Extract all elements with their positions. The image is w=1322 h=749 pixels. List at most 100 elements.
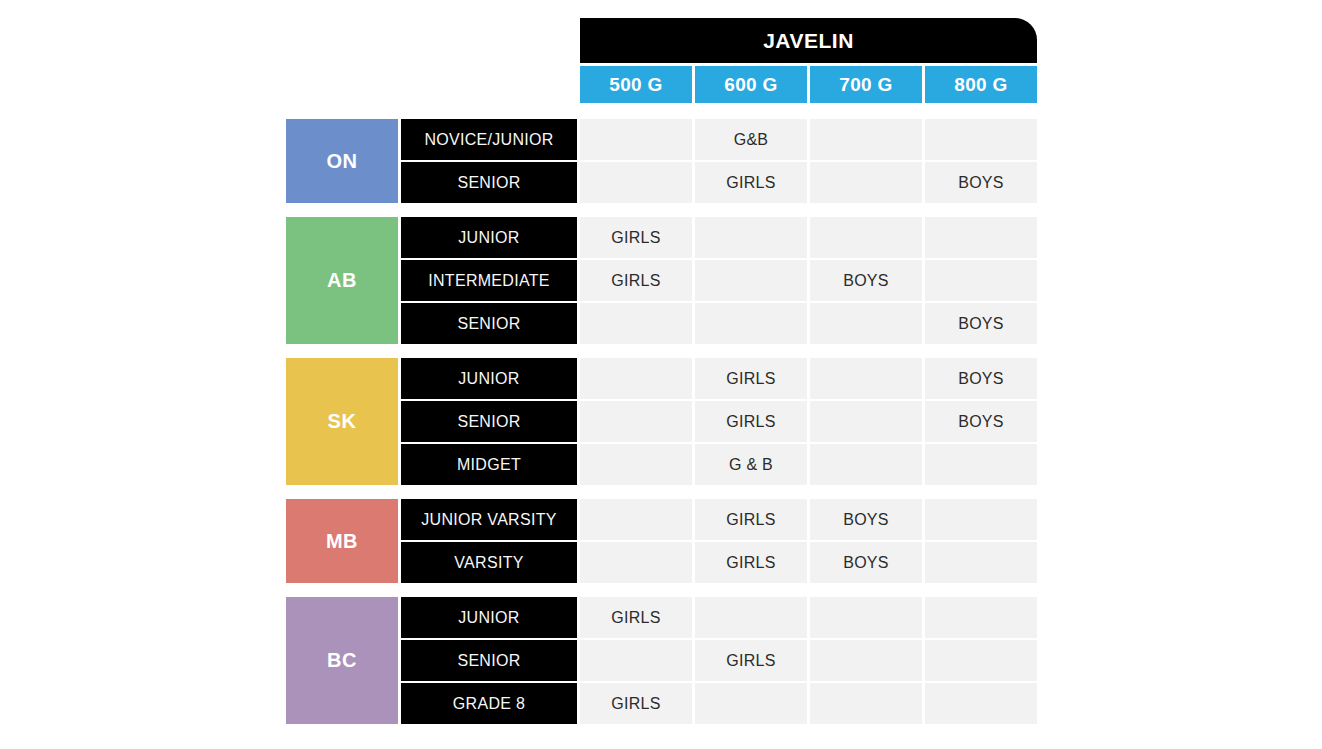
category-label-cell: SENIOR (401, 303, 577, 344)
group-rows: JUNIORGIRLSSENIORGIRLSGRADE 8GIRLS (401, 597, 1037, 724)
table-row: SENIORGIRLSBOYS (401, 401, 1037, 442)
category-label-cell: JUNIOR (401, 217, 577, 258)
group-rows: JUNIOR VARSITY GIRLSBOYS VARSITY GIRLSBOYS (401, 499, 1037, 583)
entry-cell (925, 597, 1037, 638)
entry-cell (695, 217, 807, 258)
entry-cell (925, 119, 1037, 160)
entry-cell (580, 542, 692, 583)
province-block: ON (286, 119, 398, 203)
entry-cell (580, 119, 692, 160)
table-row: SENIOR GIRLS BOYS (401, 162, 1037, 203)
entry-cell: BOYS (810, 499, 922, 540)
group-rows: JUNIORGIRLSBOYSSENIORGIRLSBOYSMIDGETG & … (401, 358, 1037, 485)
entry-cell: BOYS (925, 303, 1037, 344)
entry-cell: GIRLS (580, 260, 692, 301)
table-row: SENIOR BOYS (401, 303, 1037, 344)
entry-cell: G&B (695, 119, 807, 160)
entry-cell: BOYS (925, 358, 1037, 399)
weight-header-row: 500 G600 G700 G800 G (580, 66, 1037, 103)
entry-cell (810, 358, 922, 399)
entry-cell (580, 401, 692, 442)
category-label-cell: SENIOR (401, 162, 577, 203)
entry-cell (810, 401, 922, 442)
entry-cell: BOYS (810, 260, 922, 301)
group-rows: NOVICE/JUNIOR G&B SENIOR GIRLS BOYS (401, 119, 1037, 203)
entry-cell (810, 683, 922, 724)
entry-cell (580, 444, 692, 485)
entry-cell: GIRLS (695, 640, 807, 681)
province-block: SK (286, 358, 398, 485)
entry-cell: BOYS (810, 542, 922, 583)
province-block: MB (286, 499, 398, 583)
entry-cell (925, 499, 1037, 540)
province-group-on: ON NOVICE/JUNIOR G&B SENIOR GIRLS BOYS (286, 119, 1037, 203)
province-group-sk: SKJUNIORGIRLSBOYSSENIORGIRLSBOYSMIDGETG … (286, 358, 1037, 485)
province-group-mb: MB JUNIOR VARSITY GIRLSBOYS VARSITY GIRLSBOY… (286, 499, 1037, 583)
entry-cell (925, 260, 1037, 301)
province-label: MB (326, 530, 358, 553)
table-row: SENIOR GIRLS (401, 640, 1037, 681)
province-block: BC (286, 597, 398, 724)
entry-cell (695, 597, 807, 638)
javelin-specs-infographic: JAVELIN 500 G600 G700 G800 G ON NOVICE/JU… (0, 0, 1322, 749)
table-row: INTERMEDIATEGIRLSBOYS (401, 260, 1037, 301)
entry-cell (580, 640, 692, 681)
javelin-table: JAVELIN 500 G600 G700 G800 G ON NOVICE/JU… (286, 18, 1037, 724)
category-label-cell: NOVICE/JUNIOR (401, 119, 577, 160)
entry-cell (580, 303, 692, 344)
entry-cell (925, 683, 1037, 724)
weight-header-cell: 600 G (695, 66, 807, 103)
province-block: AB (286, 217, 398, 344)
entry-cell: BOYS (925, 162, 1037, 203)
weight-header-cell: 700 G (810, 66, 922, 103)
entry-cell (580, 358, 692, 399)
entry-cell: GIRLS (695, 499, 807, 540)
table-row: JUNIOR VARSITY GIRLSBOYS (401, 499, 1037, 540)
province-label: SK (328, 410, 357, 433)
table-row: VARSITY GIRLSBOYS (401, 542, 1037, 583)
table-title-label: JAVELIN (763, 29, 854, 53)
entry-cell: GIRLS (695, 401, 807, 442)
province-label: ON (327, 150, 358, 173)
entry-cell: GIRLS (580, 597, 692, 638)
entry-cell (925, 640, 1037, 681)
province-label: AB (327, 269, 357, 292)
province-group-bc: BCJUNIORGIRLSSENIORGIRLSGRADE 8GIRLS (286, 597, 1037, 724)
category-label-cell: JUNIOR (401, 358, 577, 399)
entry-cell: GIRLS (695, 542, 807, 583)
entry-cell (810, 640, 922, 681)
table-title: JAVELIN (580, 18, 1037, 63)
category-label-cell: MIDGET (401, 444, 577, 485)
entry-cell (580, 499, 692, 540)
category-label-cell: SENIOR (401, 401, 577, 442)
category-label-cell: JUNIOR VARSITY (401, 499, 577, 540)
table-row: JUNIORGIRLS (401, 597, 1037, 638)
entry-cell (810, 303, 922, 344)
table-row: MIDGET G & B (401, 444, 1037, 485)
entry-cell (695, 260, 807, 301)
table-row: GRADE 8GIRLS (401, 683, 1037, 724)
group-rows: JUNIORGIRLSINTERMEDIATEGIRLSBOYSSENIORBO… (401, 217, 1037, 344)
entry-cell: GIRLS (695, 358, 807, 399)
table-row: JUNIORGIRLS (401, 217, 1037, 258)
weight-header-cell: 500 G (580, 66, 692, 103)
weight-header-cell: 800 G (925, 66, 1037, 103)
entry-cell: G & B (695, 444, 807, 485)
entry-cell (695, 303, 807, 344)
category-label-cell: SENIOR (401, 640, 577, 681)
category-label-cell: JUNIOR (401, 597, 577, 638)
entry-cell (925, 542, 1037, 583)
entry-cell (580, 162, 692, 203)
entry-cell (810, 597, 922, 638)
entry-cell: GIRLS (695, 162, 807, 203)
entry-cell: GIRLS (580, 683, 692, 724)
entry-cell (810, 162, 922, 203)
entry-cell (810, 119, 922, 160)
table-header: JAVELIN 500 G600 G700 G800 G (580, 18, 1037, 103)
entry-cell (925, 444, 1037, 485)
entry-cell (695, 683, 807, 724)
category-label-cell: GRADE 8 (401, 683, 577, 724)
entry-cell: GIRLS (580, 217, 692, 258)
category-label-cell: VARSITY (401, 542, 577, 583)
province-group-ab: ABJUNIORGIRLSINTERMEDIATEGIRLSBOYSSENIOR… (286, 217, 1037, 344)
